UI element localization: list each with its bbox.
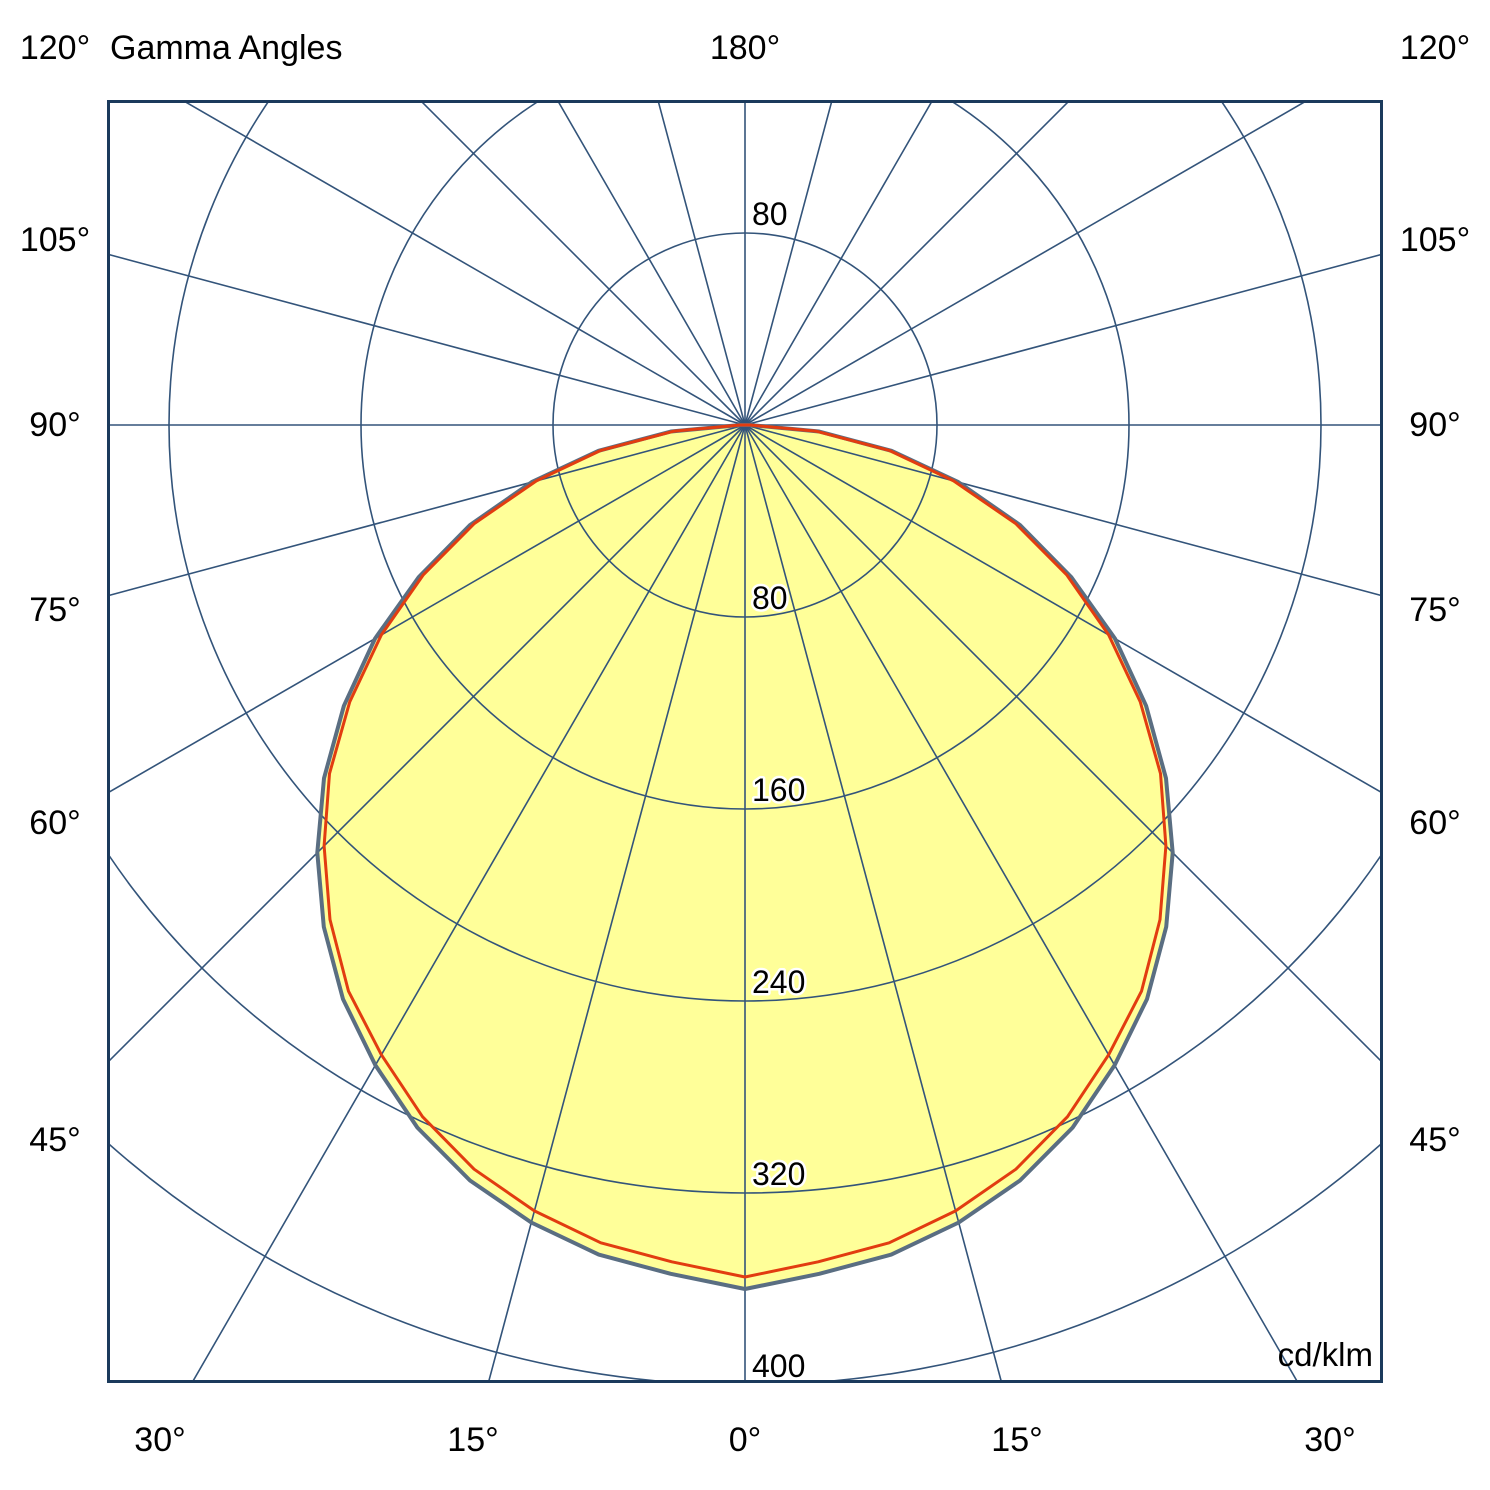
- chart-title: Gamma Angles: [110, 29, 343, 67]
- angular-grid-line: [557, 101, 746, 426]
- gamma-label-bottom-15-right: 15°: [991, 1421, 1043, 1459]
- curve-c0-c180: [315, 423, 1175, 1291]
- angular-grid-line: [183, 101, 746, 426]
- angular-grid-line: [487, 424, 746, 1382]
- gamma-label-top-right-120: 120°: [1399, 29, 1471, 67]
- angular-grid-line: [744, 424, 1382, 597]
- radial-tick-label-upper: 80: [752, 196, 788, 232]
- radial-tick-label: 400: [752, 1348, 805, 1383]
- gamma-label-top-center-180: 180°: [709, 29, 781, 67]
- gamma-label-right-90: 90°: [1409, 406, 1461, 444]
- polar-intensity-plot: 80 160 240 320 400 80 cd/klm: [107, 100, 1383, 1383]
- gamma-label-bottom-30-right: 30°: [1304, 1421, 1356, 1459]
- radial-tick-label: 320: [752, 1156, 805, 1192]
- angular-grid-line: [108, 424, 746, 794]
- gamma-label-left-90: 90°: [29, 406, 81, 444]
- radial-tick-label: 80: [752, 580, 788, 616]
- angular-grid-line: [191, 424, 746, 1382]
- gamma-label-left-45: 45°: [29, 1121, 81, 1159]
- radial-tick-label: 160: [752, 772, 805, 808]
- angular-grid-line: [744, 101, 833, 426]
- unit-label: cd/klm: [1278, 1336, 1373, 1373]
- angular-grid-line: [744, 424, 1003, 1382]
- plot-clipped-group: 80 160 240 320 400 80 cd/klm: [108, 101, 1382, 1383]
- gamma-label-bottom-30-left: 30°: [134, 1421, 186, 1459]
- gamma-label-left-60: 60°: [29, 804, 81, 842]
- angular-grid-line: [744, 101, 933, 426]
- gamma-label-right-60: 60°: [1409, 804, 1461, 842]
- gamma-label-right-105: 105°: [1399, 221, 1471, 259]
- angular-grid-line: [108, 424, 746, 597]
- gamma-label-right-45: 45°: [1409, 1121, 1461, 1159]
- angular-grid-line: [744, 424, 1299, 1382]
- angular-grid-line: [744, 424, 1382, 794]
- gamma-label-left-105: 105°: [19, 221, 91, 259]
- curve-c90-c270: [322, 423, 1168, 1279]
- gamma-label-bottom-15-left: 15°: [447, 1421, 499, 1459]
- angular-grid-line: [744, 424, 1382, 1063]
- angular-grid-line: [108, 253, 746, 426]
- radial-tick-label: 240: [752, 964, 805, 1000]
- angular-grid-line: [744, 101, 1070, 426]
- plot-border: [107, 100, 1383, 1383]
- gamma-label-top-left-120: 120°: [19, 29, 91, 67]
- gamma-label-bottom-0: 0°: [728, 1421, 762, 1459]
- angular-grid-line: [108, 424, 746, 1063]
- gamma-label-right-75: 75°: [1409, 591, 1461, 629]
- angular-grid-line: [744, 253, 1382, 426]
- angular-grid-line: [657, 101, 746, 426]
- angular-grid-line: [420, 101, 746, 426]
- gamma-label-left-75: 75°: [29, 591, 81, 629]
- angular-grid-line: [744, 101, 1307, 426]
